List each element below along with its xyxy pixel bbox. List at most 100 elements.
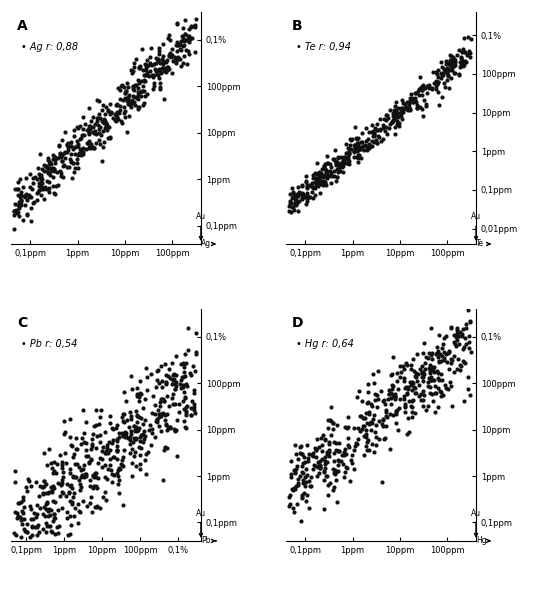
Point [53, 522, 62, 531]
Point [324, 424, 333, 433]
Point [459, 356, 468, 366]
Point [57, 168, 66, 177]
Point [320, 463, 329, 472]
Point [335, 166, 344, 175]
Point [16, 195, 25, 205]
Point [340, 468, 349, 477]
Point [184, 31, 193, 41]
Point [409, 395, 418, 405]
Point [459, 61, 468, 71]
Point [293, 197, 302, 207]
Point [63, 139, 72, 149]
Point [67, 137, 76, 147]
Point [407, 385, 416, 395]
Point [140, 98, 149, 108]
Point [187, 22, 196, 32]
Point [426, 360, 435, 370]
Point [86, 124, 95, 134]
Point [139, 435, 148, 444]
Point [10, 528, 19, 538]
Point [417, 372, 426, 382]
Point [292, 200, 301, 210]
Point [306, 481, 315, 490]
Point [312, 471, 321, 481]
Point [34, 187, 43, 197]
Point [192, 329, 200, 338]
Point [38, 483, 46, 492]
Point [329, 424, 338, 434]
Point [315, 468, 324, 478]
Point [94, 128, 103, 138]
Point [36, 185, 45, 194]
Point [413, 369, 422, 379]
Point [424, 82, 433, 91]
Point [372, 125, 381, 135]
Point [66, 529, 74, 538]
Point [156, 397, 165, 406]
Point [301, 472, 310, 482]
Point [46, 520, 55, 530]
Point [355, 411, 364, 421]
Point [370, 378, 379, 388]
Point [357, 424, 366, 434]
Point [71, 459, 80, 469]
Point [164, 50, 173, 60]
Point [292, 195, 301, 205]
Point [50, 514, 59, 523]
Point [329, 437, 338, 447]
Point [459, 47, 468, 57]
Point [148, 391, 157, 401]
Point [58, 460, 67, 470]
Point [49, 510, 58, 519]
Point [162, 65, 171, 75]
Point [398, 114, 407, 124]
Point [318, 430, 327, 440]
Point [62, 479, 71, 489]
Point [333, 172, 342, 182]
Point [309, 193, 318, 203]
Point [326, 178, 335, 188]
Point [36, 182, 45, 191]
Point [365, 409, 374, 418]
Point [287, 194, 296, 203]
Point [329, 464, 338, 474]
Point [459, 44, 468, 54]
Point [120, 106, 129, 116]
Point [70, 511, 79, 520]
Point [443, 64, 452, 73]
Point [153, 70, 162, 79]
Point [311, 178, 320, 188]
Point [58, 463, 67, 472]
Point [290, 200, 299, 209]
Point [76, 439, 85, 448]
Point [409, 382, 418, 392]
Point [54, 180, 63, 189]
Point [27, 521, 36, 531]
Point [354, 145, 363, 155]
Point [142, 70, 151, 79]
Point [431, 388, 440, 398]
Point [128, 69, 137, 78]
Point [395, 109, 404, 118]
Point [53, 167, 62, 177]
Point [83, 501, 92, 510]
Point [179, 416, 188, 426]
Point [180, 51, 189, 61]
Point [91, 126, 100, 136]
Point [184, 31, 193, 41]
Point [304, 192, 312, 201]
Point [433, 383, 442, 393]
Point [113, 108, 122, 117]
Point [89, 472, 98, 481]
Point [157, 395, 166, 404]
Point [136, 464, 145, 474]
Point [76, 465, 85, 474]
Point [153, 365, 162, 375]
Point [178, 373, 187, 382]
Point [436, 386, 445, 396]
Point [465, 48, 474, 58]
Point [141, 70, 150, 80]
Point [315, 168, 324, 177]
Point [296, 471, 305, 481]
Point [379, 120, 388, 130]
